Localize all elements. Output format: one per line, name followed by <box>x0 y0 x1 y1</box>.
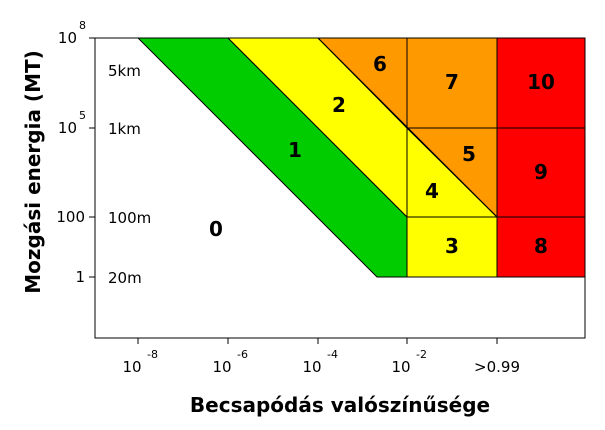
y-tick-label: 10 <box>58 119 77 137</box>
x-ticks-layer: 10 -8 10 -6 10 -4 10 -2 >0.99 <box>122 338 520 376</box>
x-tick-label: >0.99 <box>474 358 520 376</box>
impactor-size-label: 1km <box>108 120 141 138</box>
zone-label-5: 5 <box>462 142 476 166</box>
y-tick-exponent: 8 <box>79 19 86 32</box>
grid-lines-layer <box>317 37 585 278</box>
x-tick-label: 10 <box>212 358 231 376</box>
zone-labels-layer: 0 1 2 3 45 6 7 8 9 10 <box>209 52 555 258</box>
impactor-size-label: 20m <box>108 269 142 287</box>
zone-label-10: 10 <box>527 70 555 94</box>
x-tick-exponent: -4 <box>327 348 338 361</box>
impactor-size-label: 100m <box>108 209 151 227</box>
y-tick-label: 10 <box>58 29 77 47</box>
x-tick-exponent: -8 <box>147 348 158 361</box>
x-axis-title: Becsapódás valószínűsége <box>190 393 490 417</box>
zone-label-4: 4 <box>425 179 439 203</box>
size-labels-layer: 5km 1km 100m 20m <box>108 62 151 287</box>
y-axis-title: Mozgási energia (MT) <box>21 50 45 294</box>
x-tick-exponent: -6 <box>237 348 248 361</box>
zone-label-9: 9 <box>534 160 548 184</box>
zone-label-7: 7 <box>445 70 459 94</box>
y-tick-exponent: 5 <box>79 109 86 122</box>
zone-label-8: 8 <box>534 234 548 258</box>
zone-label-3: 3 <box>445 234 459 258</box>
plot-frame <box>94 37 586 339</box>
x-tick-label: 10 <box>302 358 321 376</box>
y-tick-label: 100 <box>56 208 85 226</box>
x-tick-label: 10 <box>391 358 410 376</box>
x-tick-label: 10 <box>122 358 141 376</box>
zone-label-1: 1 <box>288 138 302 162</box>
zone-label-0: 0 <box>209 217 223 241</box>
zone-label-6: 6 <box>373 52 387 76</box>
x-tick-exponent: -2 <box>416 348 427 361</box>
impactor-size-label: 5km <box>108 62 141 80</box>
zone-label-2: 2 <box>332 93 346 117</box>
y-tick-label: 1 <box>75 268 85 286</box>
zones-layer <box>136 37 586 278</box>
